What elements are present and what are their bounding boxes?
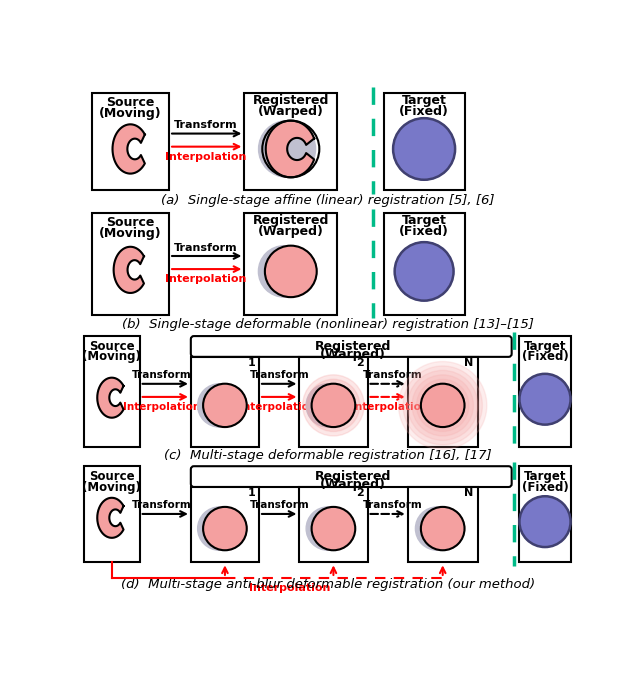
Text: Interpolation: Interpolation <box>239 402 316 412</box>
Circle shape <box>198 507 241 551</box>
Polygon shape <box>266 120 314 177</box>
Circle shape <box>307 379 360 432</box>
Text: (d)  Multi-stage anti-blur deformable registration (our method): (d) Multi-stage anti-blur deformable reg… <box>121 578 535 590</box>
Text: Source: Source <box>89 340 134 353</box>
Text: Source: Source <box>106 216 155 230</box>
Text: Transform: Transform <box>250 500 310 509</box>
Text: N: N <box>465 488 474 498</box>
Circle shape <box>312 507 355 551</box>
Circle shape <box>203 507 247 551</box>
Circle shape <box>312 383 355 427</box>
Circle shape <box>259 120 316 177</box>
Bar <box>520 466 571 562</box>
Circle shape <box>520 496 571 547</box>
Text: 2: 2 <box>356 358 364 368</box>
Circle shape <box>520 374 571 425</box>
Text: Target: Target <box>402 94 447 107</box>
Circle shape <box>259 246 310 297</box>
Bar <box>300 487 367 562</box>
Circle shape <box>417 379 469 432</box>
Text: Transform: Transform <box>250 370 310 380</box>
Circle shape <box>408 370 478 441</box>
Bar <box>84 336 140 447</box>
Text: (Moving): (Moving) <box>83 480 141 493</box>
Text: Source: Source <box>89 470 134 483</box>
Bar <box>84 466 140 562</box>
Text: (Warped): (Warped) <box>320 478 386 491</box>
Bar <box>191 487 259 562</box>
Bar <box>92 93 169 190</box>
Polygon shape <box>113 125 145 173</box>
Text: Transform: Transform <box>131 370 191 380</box>
Bar <box>384 213 465 315</box>
Circle shape <box>303 375 364 436</box>
Text: (Fixed): (Fixed) <box>522 350 568 363</box>
FancyBboxPatch shape <box>191 466 511 487</box>
Bar <box>191 357 259 447</box>
Polygon shape <box>97 498 124 538</box>
Circle shape <box>421 507 465 551</box>
Text: N: N <box>465 358 474 368</box>
Text: 1: 1 <box>248 488 255 498</box>
Text: (Warped): (Warped) <box>258 104 324 118</box>
Circle shape <box>203 383 247 427</box>
Bar <box>408 487 477 562</box>
Circle shape <box>393 118 455 180</box>
Text: (a)  Single-stage affine (linear) registration [5], [6]: (a) Single-stage affine (linear) registr… <box>161 194 495 207</box>
Bar <box>408 357 477 447</box>
Text: Target: Target <box>402 214 447 227</box>
Text: Interpolation: Interpolation <box>351 402 429 412</box>
Text: Interpolation: Interpolation <box>165 152 246 161</box>
Text: (Moving): (Moving) <box>83 350 141 363</box>
Text: Interpolation: Interpolation <box>248 583 330 593</box>
Text: Transform: Transform <box>131 500 191 509</box>
Text: Registered: Registered <box>253 94 329 107</box>
Text: Target: Target <box>524 470 566 483</box>
Text: Registered: Registered <box>315 340 391 353</box>
Circle shape <box>399 361 487 449</box>
Text: (Fixed): (Fixed) <box>522 480 568 493</box>
Bar <box>244 213 337 315</box>
Text: (Moving): (Moving) <box>99 107 162 120</box>
Polygon shape <box>114 247 144 293</box>
Bar <box>300 357 367 447</box>
Text: 1: 1 <box>248 358 255 368</box>
Circle shape <box>403 366 483 445</box>
Text: Transform: Transform <box>362 370 422 380</box>
Text: 2: 2 <box>356 488 364 498</box>
Text: (Warped): (Warped) <box>320 348 386 361</box>
Text: Source: Source <box>106 96 155 109</box>
Circle shape <box>415 507 459 551</box>
Bar <box>244 93 337 190</box>
Text: Target: Target <box>524 340 566 353</box>
Circle shape <box>421 383 465 427</box>
Text: (b)  Single-stage deformable (nonlinear) registration [13]–[15]: (b) Single-stage deformable (nonlinear) … <box>122 318 534 331</box>
Text: (Moving): (Moving) <box>99 227 162 240</box>
Text: (Fixed): (Fixed) <box>399 104 449 118</box>
Text: (Fixed): (Fixed) <box>399 225 449 238</box>
Circle shape <box>395 242 454 301</box>
Text: (Warped): (Warped) <box>258 225 324 238</box>
Text: Registered: Registered <box>315 470 391 483</box>
Text: Interpolation: Interpolation <box>165 274 246 284</box>
Circle shape <box>412 375 474 436</box>
Text: Registered: Registered <box>253 214 329 227</box>
Text: Transform: Transform <box>362 500 422 509</box>
FancyBboxPatch shape <box>191 336 511 357</box>
Text: Interpolation: Interpolation <box>123 402 200 412</box>
Circle shape <box>198 383 241 427</box>
Polygon shape <box>97 378 124 418</box>
Circle shape <box>306 507 350 551</box>
Circle shape <box>306 383 350 427</box>
Bar <box>92 213 169 315</box>
Circle shape <box>265 246 317 297</box>
Text: Transform: Transform <box>173 242 237 253</box>
Text: (c)  Multi-stage deformable registration [16], [17]: (c) Multi-stage deformable registration … <box>164 449 492 462</box>
Text: Transform: Transform <box>173 120 237 130</box>
Bar <box>384 93 465 190</box>
Bar <box>520 336 571 447</box>
